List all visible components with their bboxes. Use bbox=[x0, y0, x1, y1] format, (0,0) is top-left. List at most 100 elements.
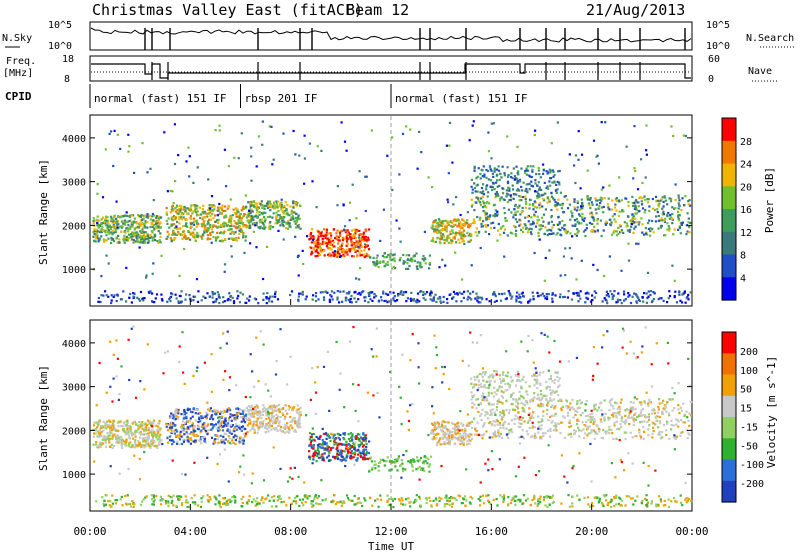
power-echo bbox=[138, 222, 141, 225]
power-echo bbox=[313, 246, 316, 250]
power-echo bbox=[139, 241, 142, 244]
power-echo bbox=[550, 216, 553, 219]
power-echo bbox=[635, 199, 638, 202]
power-echo bbox=[566, 198, 569, 201]
nsky-label: N.Sky bbox=[2, 33, 32, 44]
power-echo bbox=[372, 263, 375, 266]
power-echo bbox=[486, 215, 490, 218]
power-echo bbox=[190, 204, 193, 207]
power-echo bbox=[359, 244, 362, 247]
power-echo bbox=[159, 232, 162, 235]
power-echo bbox=[310, 253, 313, 256]
velocity-echo bbox=[150, 442, 153, 446]
power-echo bbox=[416, 261, 419, 264]
power-echo bbox=[232, 231, 235, 234]
power-echo bbox=[215, 298, 218, 301]
power-echo bbox=[328, 255, 331, 258]
velocity-echo bbox=[144, 428, 147, 431]
power-echo bbox=[416, 300, 419, 303]
power-echo bbox=[267, 200, 270, 203]
velocity-echo bbox=[141, 422, 144, 426]
velocity-echo bbox=[268, 424, 272, 427]
power-echo bbox=[462, 296, 465, 299]
power-echo bbox=[531, 168, 534, 171]
power-echo bbox=[474, 297, 477, 300]
power-echo bbox=[364, 175, 367, 178]
power-echo bbox=[195, 204, 198, 207]
power-echo bbox=[261, 143, 264, 146]
power-echo bbox=[668, 197, 671, 200]
velocity-echo bbox=[434, 433, 438, 436]
velocity-echo bbox=[327, 435, 330, 438]
power-echo bbox=[369, 256, 372, 259]
power-echo bbox=[297, 300, 300, 303]
power-echo bbox=[551, 297, 554, 300]
power-echo bbox=[338, 231, 341, 234]
velocity-echo bbox=[192, 431, 195, 434]
power-echo bbox=[413, 259, 416, 262]
power-echo bbox=[506, 182, 510, 185]
velocity-echo bbox=[224, 417, 227, 420]
velocity-echo bbox=[421, 468, 424, 471]
velocity-echo bbox=[120, 440, 123, 443]
power-echo bbox=[470, 264, 473, 267]
power-echo bbox=[222, 296, 225, 299]
power-echo bbox=[569, 232, 572, 235]
velocity-echo bbox=[362, 444, 365, 447]
power-echo bbox=[443, 228, 446, 231]
power-echo bbox=[535, 173, 538, 176]
power-echo bbox=[439, 234, 442, 237]
power-echo bbox=[596, 222, 599, 225]
power-echo bbox=[551, 292, 554, 295]
power-echo bbox=[447, 241, 450, 244]
velocity-echo bbox=[108, 445, 111, 448]
power-echo bbox=[96, 215, 99, 218]
power-echo bbox=[294, 226, 298, 229]
power-echo bbox=[323, 298, 326, 301]
power-echo bbox=[503, 198, 506, 202]
velocity-echo bbox=[281, 430, 284, 433]
power-echo bbox=[500, 226, 503, 229]
power-echo bbox=[115, 227, 118, 230]
power-echo bbox=[345, 236, 349, 240]
power-echo bbox=[432, 296, 436, 299]
power-echo bbox=[112, 164, 115, 168]
power-echo bbox=[229, 232, 232, 235]
power-echo bbox=[623, 221, 626, 224]
power-echo bbox=[655, 200, 658, 203]
velocity-echo bbox=[125, 440, 128, 443]
power-echo bbox=[348, 290, 351, 293]
power-echo bbox=[479, 177, 482, 180]
velocity-echo bbox=[228, 431, 231, 434]
power-echo bbox=[478, 217, 482, 220]
power-echo bbox=[371, 291, 374, 294]
power-echo bbox=[212, 217, 215, 220]
power-echo bbox=[365, 252, 368, 255]
power-echo bbox=[92, 217, 95, 220]
power-echo bbox=[131, 232, 134, 235]
power-echo bbox=[96, 224, 99, 227]
power-echo bbox=[420, 266, 423, 269]
power-echo bbox=[620, 199, 623, 202]
velocity-echo bbox=[399, 465, 402, 468]
power-echo bbox=[678, 199, 681, 202]
power-colorbar-tick: 24 bbox=[740, 160, 752, 171]
power-echo bbox=[452, 232, 455, 235]
power-echo bbox=[576, 209, 579, 212]
velocity-echo bbox=[466, 434, 469, 437]
power-echo bbox=[345, 251, 348, 254]
velocity-echo bbox=[432, 423, 435, 426]
power-echo bbox=[100, 218, 103, 221]
velocity-echo bbox=[140, 445, 143, 449]
power-echo bbox=[342, 236, 345, 239]
power-echo bbox=[221, 301, 225, 304]
power-echo bbox=[399, 256, 402, 260]
velocity-echo bbox=[547, 419, 550, 422]
power-echo bbox=[581, 207, 584, 210]
power-echo bbox=[478, 218, 481, 221]
power-echo bbox=[661, 196, 664, 199]
velocity-echo bbox=[221, 425, 224, 428]
power-echo bbox=[534, 205, 537, 208]
power-echo bbox=[531, 223, 534, 226]
power-echo bbox=[523, 223, 526, 226]
